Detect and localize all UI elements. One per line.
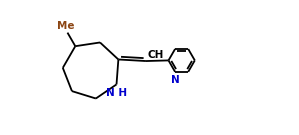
Text: N H: N H: [106, 88, 127, 99]
Text: Me: Me: [57, 21, 75, 31]
Text: CH: CH: [147, 50, 164, 60]
Text: N: N: [171, 75, 179, 85]
